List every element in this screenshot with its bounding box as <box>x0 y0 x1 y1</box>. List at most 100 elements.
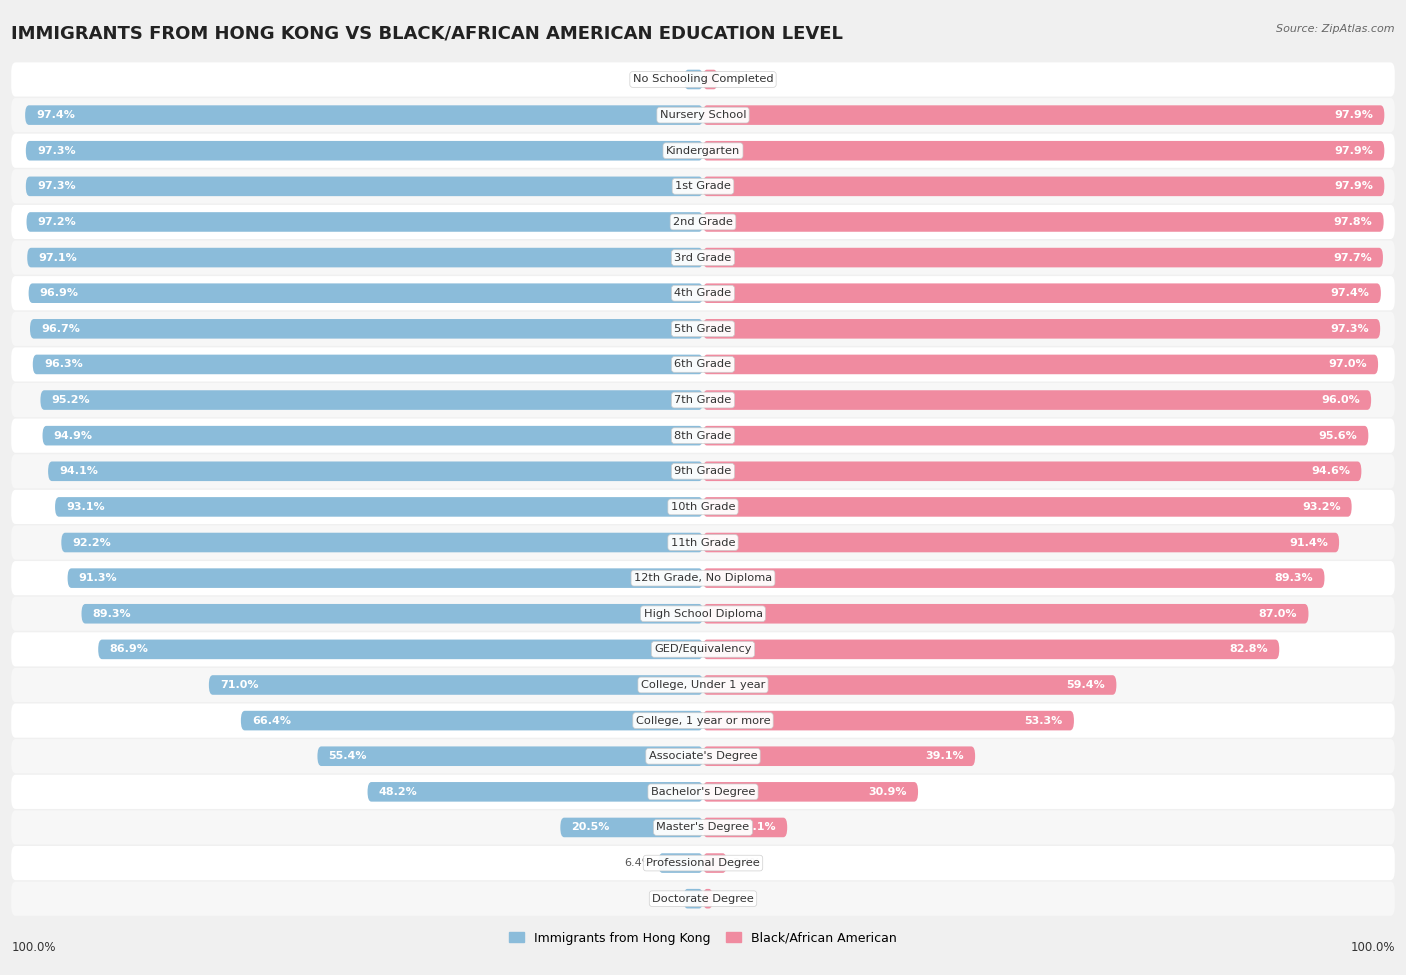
FancyBboxPatch shape <box>25 105 703 125</box>
FancyBboxPatch shape <box>703 213 1384 232</box>
FancyBboxPatch shape <box>28 284 703 303</box>
FancyBboxPatch shape <box>11 98 1395 133</box>
Text: College, Under 1 year: College, Under 1 year <box>641 680 765 690</box>
FancyBboxPatch shape <box>658 853 703 873</box>
Text: 96.7%: 96.7% <box>41 324 80 333</box>
Text: 12th Grade, No Diploma: 12th Grade, No Diploma <box>634 573 772 583</box>
FancyBboxPatch shape <box>11 134 1395 168</box>
FancyBboxPatch shape <box>703 355 1378 374</box>
FancyBboxPatch shape <box>11 775 1395 809</box>
Text: 97.1%: 97.1% <box>38 253 77 262</box>
FancyBboxPatch shape <box>25 141 703 161</box>
FancyBboxPatch shape <box>11 668 1395 702</box>
Text: 97.2%: 97.2% <box>38 217 76 227</box>
Text: 94.6%: 94.6% <box>1312 466 1350 476</box>
Text: 10th Grade: 10th Grade <box>671 502 735 512</box>
Text: 97.0%: 97.0% <box>1329 360 1367 370</box>
FancyBboxPatch shape <box>32 355 703 374</box>
FancyBboxPatch shape <box>703 497 1351 517</box>
FancyBboxPatch shape <box>703 747 976 766</box>
FancyBboxPatch shape <box>703 284 1381 303</box>
Text: 94.9%: 94.9% <box>53 431 93 441</box>
Text: 53.3%: 53.3% <box>1025 716 1063 725</box>
FancyBboxPatch shape <box>27 213 703 232</box>
Text: 11th Grade: 11th Grade <box>671 537 735 548</box>
Text: 92.2%: 92.2% <box>73 537 111 548</box>
Text: 2.7%: 2.7% <box>650 74 679 85</box>
Text: 5th Grade: 5th Grade <box>675 324 731 333</box>
Text: 97.8%: 97.8% <box>1334 217 1372 227</box>
FancyBboxPatch shape <box>703 248 1384 267</box>
Text: Source: ZipAtlas.com: Source: ZipAtlas.com <box>1277 24 1395 34</box>
Text: 97.3%: 97.3% <box>37 145 76 156</box>
Text: 55.4%: 55.4% <box>329 751 367 761</box>
FancyBboxPatch shape <box>11 561 1395 595</box>
FancyBboxPatch shape <box>703 319 1381 338</box>
FancyBboxPatch shape <box>41 390 703 409</box>
Text: Nursery School: Nursery School <box>659 110 747 120</box>
Text: 93.2%: 93.2% <box>1302 502 1340 512</box>
Text: Kindergarten: Kindergarten <box>666 145 740 156</box>
Text: 1st Grade: 1st Grade <box>675 181 731 191</box>
FancyBboxPatch shape <box>703 141 1385 161</box>
Text: 3rd Grade: 3rd Grade <box>675 253 731 262</box>
Text: 97.9%: 97.9% <box>1334 181 1374 191</box>
Text: 89.3%: 89.3% <box>1275 573 1313 583</box>
FancyBboxPatch shape <box>703 711 1074 730</box>
Text: 97.9%: 97.9% <box>1334 110 1374 120</box>
FancyBboxPatch shape <box>703 461 1361 481</box>
FancyBboxPatch shape <box>11 276 1395 310</box>
Text: 97.4%: 97.4% <box>37 110 75 120</box>
FancyBboxPatch shape <box>11 597 1395 631</box>
Text: 12.1%: 12.1% <box>738 823 776 833</box>
Text: 97.4%: 97.4% <box>1331 289 1369 298</box>
FancyBboxPatch shape <box>55 497 703 517</box>
Text: 6.4%: 6.4% <box>624 858 652 868</box>
Text: Associate's Degree: Associate's Degree <box>648 751 758 761</box>
FancyBboxPatch shape <box>703 640 1279 659</box>
FancyBboxPatch shape <box>11 846 1395 880</box>
FancyBboxPatch shape <box>82 604 703 624</box>
Text: 97.9%: 97.9% <box>1334 145 1374 156</box>
FancyBboxPatch shape <box>703 176 1385 196</box>
FancyBboxPatch shape <box>703 105 1385 125</box>
Text: Master's Degree: Master's Degree <box>657 823 749 833</box>
FancyBboxPatch shape <box>703 889 713 909</box>
Text: 93.1%: 93.1% <box>66 502 105 512</box>
Text: Professional Degree: Professional Degree <box>647 858 759 868</box>
Text: 2.8%: 2.8% <box>650 894 678 904</box>
FancyBboxPatch shape <box>11 632 1395 667</box>
FancyBboxPatch shape <box>703 676 1116 695</box>
Text: 2nd Grade: 2nd Grade <box>673 217 733 227</box>
Text: 48.2%: 48.2% <box>378 787 418 797</box>
Text: 100.0%: 100.0% <box>1350 941 1395 954</box>
FancyBboxPatch shape <box>703 532 1339 552</box>
Text: 59.4%: 59.4% <box>1067 680 1105 690</box>
Text: 94.1%: 94.1% <box>59 466 98 476</box>
FancyBboxPatch shape <box>240 711 703 730</box>
FancyBboxPatch shape <box>561 818 703 838</box>
Text: 96.0%: 96.0% <box>1322 395 1360 405</box>
FancyBboxPatch shape <box>27 248 703 267</box>
FancyBboxPatch shape <box>703 426 1368 446</box>
FancyBboxPatch shape <box>703 853 727 873</box>
Text: 7th Grade: 7th Grade <box>675 395 731 405</box>
Text: 9th Grade: 9th Grade <box>675 466 731 476</box>
Text: No Schooling Completed: No Schooling Completed <box>633 74 773 85</box>
FancyBboxPatch shape <box>30 319 703 338</box>
Text: 95.6%: 95.6% <box>1319 431 1357 441</box>
FancyBboxPatch shape <box>683 889 703 909</box>
FancyBboxPatch shape <box>11 241 1395 275</box>
FancyBboxPatch shape <box>703 818 787 838</box>
FancyBboxPatch shape <box>11 347 1395 381</box>
Text: 97.7%: 97.7% <box>1333 253 1372 262</box>
FancyBboxPatch shape <box>703 69 717 90</box>
Text: 91.4%: 91.4% <box>1289 537 1329 548</box>
FancyBboxPatch shape <box>703 782 918 801</box>
FancyBboxPatch shape <box>11 526 1395 560</box>
FancyBboxPatch shape <box>11 418 1395 452</box>
Text: GED/Equivalency: GED/Equivalency <box>654 644 752 654</box>
FancyBboxPatch shape <box>62 532 703 552</box>
FancyBboxPatch shape <box>703 568 1324 588</box>
Text: 3.4%: 3.4% <box>733 858 761 868</box>
